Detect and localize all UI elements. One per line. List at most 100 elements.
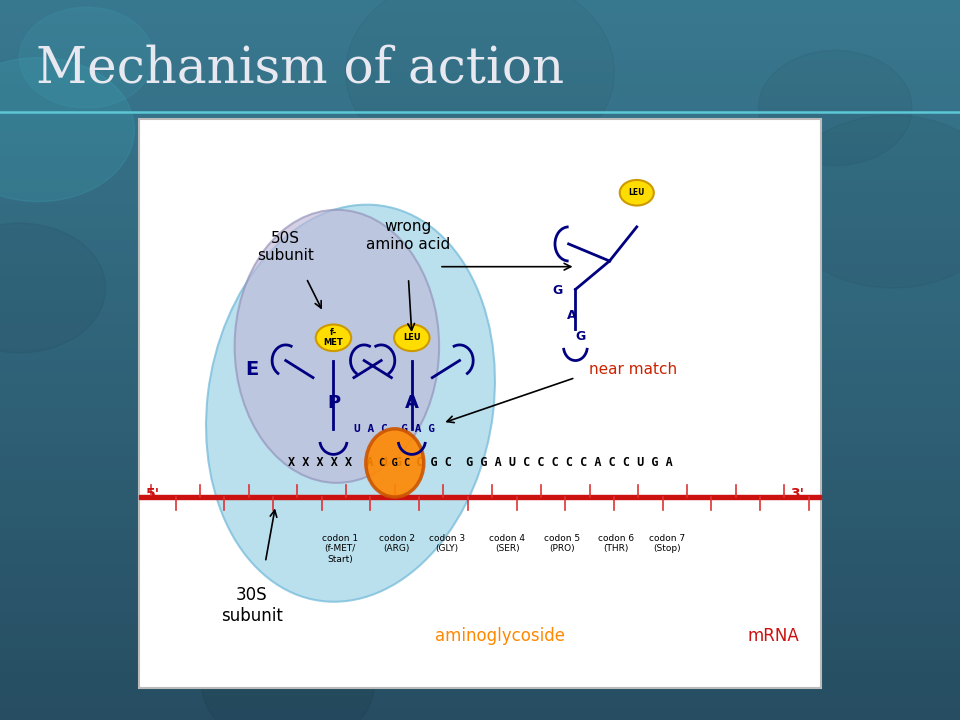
Bar bbox=[0, 636, 960, 648]
Circle shape bbox=[346, 0, 614, 173]
Bar bbox=[139, 119, 821, 688]
Bar bbox=[0, 240, 960, 252]
Text: f-
MET: f- MET bbox=[324, 328, 344, 348]
Bar bbox=[0, 336, 960, 348]
Bar bbox=[0, 84, 960, 96]
Bar bbox=[0, 312, 960, 324]
Bar bbox=[0, 288, 960, 300]
Text: wrong
amino acid: wrong amino acid bbox=[367, 219, 450, 251]
Circle shape bbox=[758, 50, 912, 166]
Bar bbox=[0, 360, 960, 372]
Text: LEU: LEU bbox=[629, 188, 645, 197]
Bar bbox=[0, 624, 960, 636]
Bar bbox=[0, 480, 960, 492]
Text: E: E bbox=[245, 359, 258, 379]
Bar bbox=[0, 348, 960, 360]
Bar bbox=[0, 204, 960, 216]
Ellipse shape bbox=[366, 429, 423, 497]
Bar bbox=[0, 0, 960, 12]
Bar bbox=[0, 672, 960, 684]
Bar bbox=[0, 192, 960, 204]
Circle shape bbox=[0, 58, 134, 202]
Bar bbox=[0, 324, 960, 336]
Bar bbox=[0, 120, 960, 132]
Text: Mechanism of action: Mechanism of action bbox=[36, 44, 564, 93]
Circle shape bbox=[778, 115, 960, 288]
Bar bbox=[0, 468, 960, 480]
Bar bbox=[0, 684, 960, 696]
Circle shape bbox=[395, 325, 429, 351]
Text: codon 5
(PRO): codon 5 (PRO) bbox=[543, 534, 580, 554]
Bar bbox=[0, 384, 960, 396]
Bar bbox=[0, 648, 960, 660]
Bar bbox=[0, 588, 960, 600]
Bar bbox=[0, 300, 960, 312]
Bar bbox=[0, 516, 960, 528]
Circle shape bbox=[620, 180, 654, 205]
Text: near match: near match bbox=[589, 361, 677, 377]
Circle shape bbox=[202, 619, 374, 720]
Ellipse shape bbox=[206, 204, 495, 602]
Bar bbox=[0, 108, 960, 120]
Bar bbox=[0, 600, 960, 612]
Bar bbox=[0, 144, 960, 156]
Bar bbox=[0, 444, 960, 456]
Bar bbox=[0, 132, 960, 144]
Text: codon 3
(GLY): codon 3 (GLY) bbox=[429, 534, 466, 554]
Bar bbox=[0, 420, 960, 432]
Bar bbox=[0, 36, 960, 48]
Bar bbox=[0, 372, 960, 384]
Bar bbox=[0, 180, 960, 192]
Bar bbox=[0, 168, 960, 180]
Bar bbox=[0, 432, 960, 444]
Text: mRNA: mRNA bbox=[747, 627, 799, 645]
Bar bbox=[0, 12, 960, 24]
Bar bbox=[0, 156, 960, 168]
Bar bbox=[0, 576, 960, 588]
Text: 30S
subunit: 30S subunit bbox=[221, 586, 282, 624]
Bar bbox=[0, 276, 960, 288]
Bar bbox=[0, 660, 960, 672]
Bar bbox=[0, 72, 960, 84]
Bar bbox=[0, 96, 960, 108]
Bar bbox=[0, 396, 960, 408]
Text: codon 4
(SER): codon 4 (SER) bbox=[490, 534, 525, 554]
Text: A: A bbox=[567, 309, 577, 322]
Circle shape bbox=[19, 7, 154, 108]
Ellipse shape bbox=[234, 210, 439, 483]
Text: aminoglycoside: aminoglycoside bbox=[436, 627, 565, 645]
Bar bbox=[0, 708, 960, 720]
Text: A: A bbox=[405, 395, 419, 412]
Text: codon 7
(Stop): codon 7 (Stop) bbox=[649, 534, 685, 554]
Circle shape bbox=[316, 325, 351, 351]
FancyArrow shape bbox=[139, 495, 821, 500]
Circle shape bbox=[0, 223, 106, 353]
Text: LEU: LEU bbox=[403, 333, 420, 342]
Text: codon 6
(THR): codon 6 (THR) bbox=[598, 534, 635, 554]
Bar bbox=[0, 408, 960, 420]
Text: 50S
subunit: 50S subunit bbox=[257, 230, 314, 263]
Bar bbox=[0, 48, 960, 60]
Bar bbox=[0, 552, 960, 564]
Bar bbox=[0, 456, 960, 468]
Text: 3': 3' bbox=[790, 487, 804, 501]
Text: C G C: C G C bbox=[379, 458, 411, 468]
Text: U A C  G A G: U A C G A G bbox=[354, 424, 435, 433]
Bar bbox=[0, 492, 960, 504]
Bar bbox=[0, 564, 960, 576]
Bar bbox=[0, 612, 960, 624]
Bar bbox=[0, 216, 960, 228]
Bar bbox=[0, 24, 960, 36]
Text: codon 2
(ARG): codon 2 (ARG) bbox=[379, 534, 415, 554]
Bar bbox=[0, 528, 960, 540]
Bar bbox=[0, 696, 960, 708]
Text: P: P bbox=[327, 395, 340, 412]
Text: X X X X X  A U G  C G C  G G A U C C C C C A C C U G A: X X X X X A U G C G C G G A U C C C C C … bbox=[288, 456, 672, 469]
Bar bbox=[0, 252, 960, 264]
Text: G: G bbox=[553, 284, 563, 297]
Bar bbox=[0, 60, 960, 72]
Bar bbox=[0, 540, 960, 552]
Text: G: G bbox=[576, 330, 586, 343]
Bar bbox=[0, 228, 960, 240]
Text: codon 1
(f-MET/
Start): codon 1 (f-MET/ Start) bbox=[323, 534, 358, 564]
